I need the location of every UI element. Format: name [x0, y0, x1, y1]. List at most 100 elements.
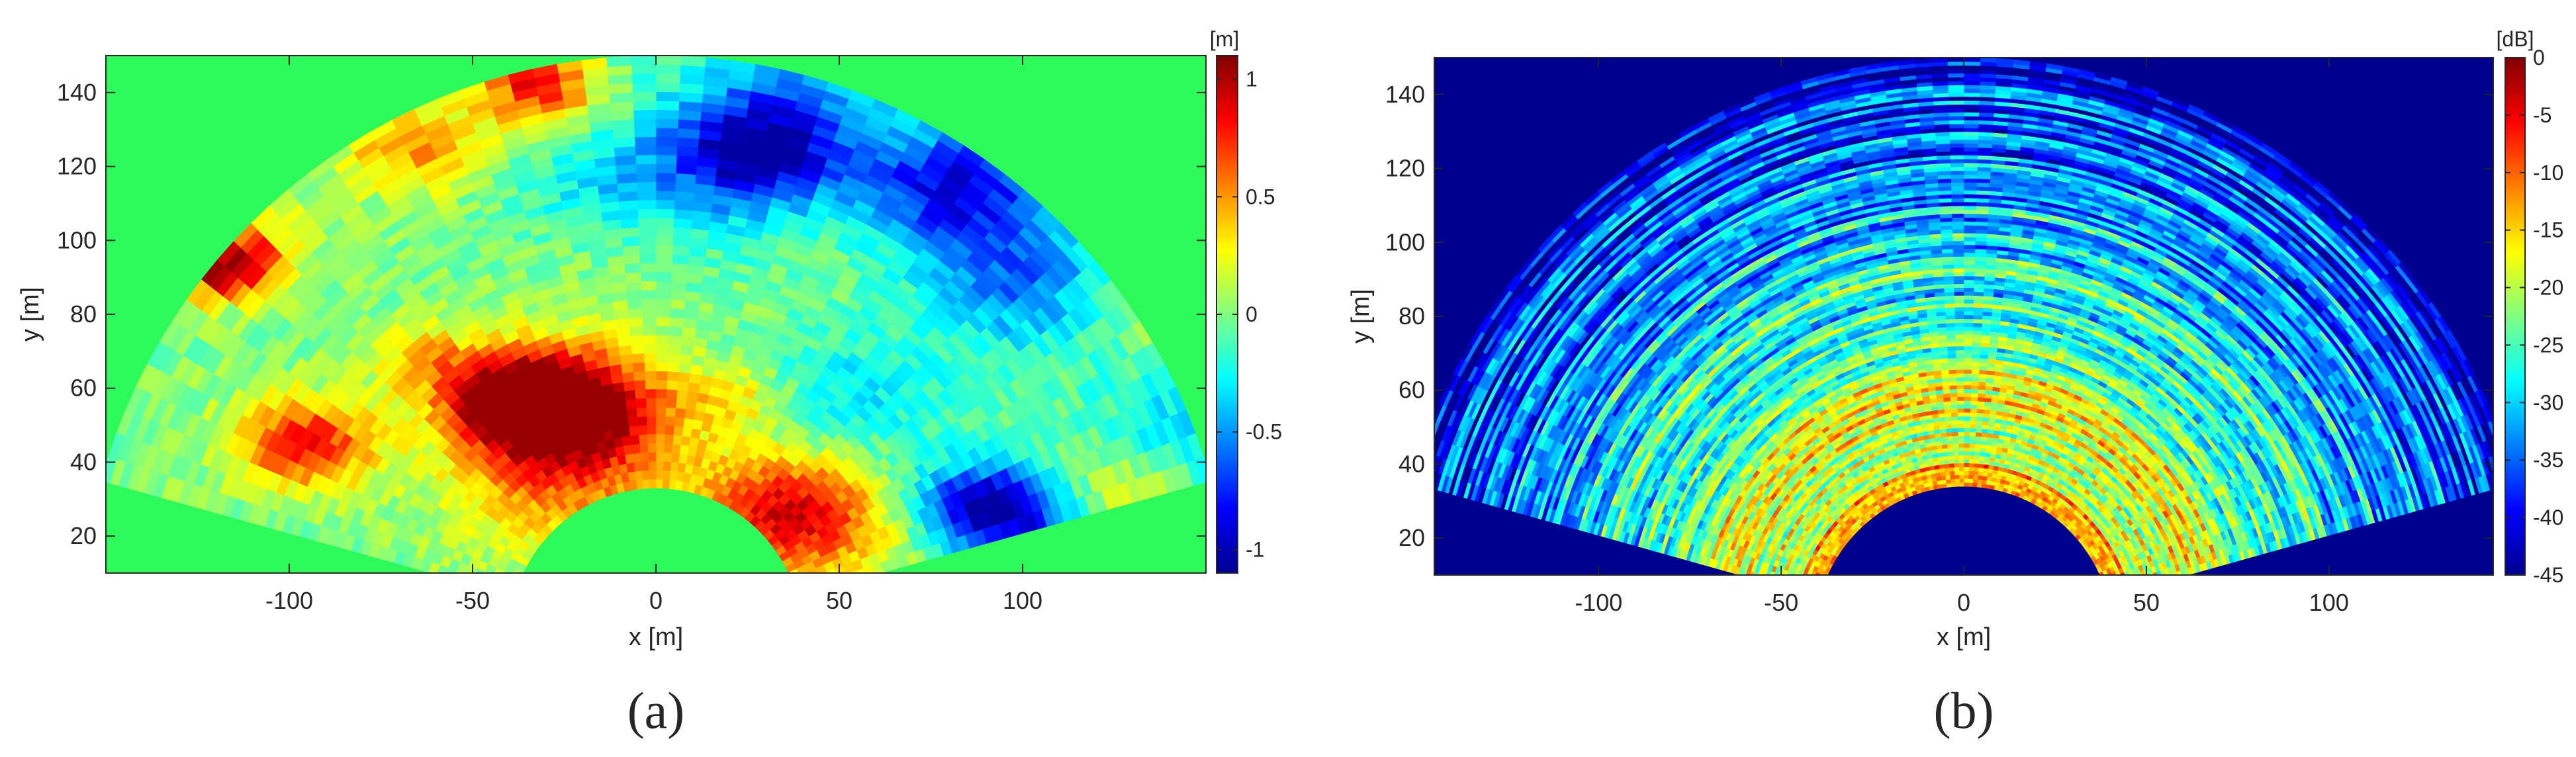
field-cell [623, 254, 639, 264]
field-cell [672, 444, 681, 454]
field-cell [1947, 444, 1953, 448]
field-cell [680, 354, 692, 365]
field-cell [1780, 575, 1786, 582]
field-cell [1970, 408, 1977, 412]
field-cell [1970, 416, 1976, 420]
field-cell [1958, 435, 1964, 439]
field-cell [674, 200, 694, 210]
field-cell [663, 470, 670, 480]
field-cell [1791, 579, 1796, 585]
field-cell [656, 371, 667, 380]
field-cell [1958, 459, 1964, 463]
y-tick-label: 60 [70, 375, 97, 402]
field-cell [680, 435, 690, 445]
field-cell [640, 452, 649, 461]
field-cell [616, 327, 630, 337]
field-cell [1958, 463, 1964, 467]
field-cell [508, 581, 518, 590]
field-cell [1804, 578, 1809, 584]
field-cell [1959, 478, 1964, 482]
field-cell [627, 299, 641, 309]
field-cell [682, 318, 697, 329]
field-cell [1964, 416, 1970, 420]
field-cell [1946, 483, 1951, 488]
field-cell [656, 362, 668, 371]
field-cell [488, 582, 499, 592]
field-cell [2107, 592, 2111, 598]
field-cell [677, 137, 699, 148]
field-cell [656, 137, 677, 146]
field-cell [1800, 577, 1806, 583]
field-cell [2124, 582, 2129, 588]
field-cell [497, 585, 508, 594]
field-cell [670, 299, 684, 309]
field-cell [1975, 440, 1981, 444]
field-cell [649, 479, 656, 488]
field-cell [683, 418, 694, 428]
field-cell [676, 164, 696, 175]
field-cell [1964, 435, 1970, 439]
field-cell [629, 326, 643, 336]
field-cell [2158, 576, 2164, 582]
field-cell [640, 272, 656, 281]
field-cell [1964, 451, 1969, 455]
field-cell [656, 118, 678, 128]
field-cell [668, 344, 681, 354]
field-cell [627, 308, 642, 318]
field-cell [463, 574, 474, 584]
field-cell [794, 581, 804, 590]
field-cell [678, 453, 688, 463]
field-cell [666, 389, 677, 399]
field-cell [642, 317, 656, 326]
field-cell [1957, 400, 1964, 404]
field-cell [1953, 439, 1958, 443]
field-cell [668, 353, 680, 363]
field-cell [1958, 447, 1964, 451]
field-cell [1964, 463, 1969, 467]
field-cell [1955, 478, 1959, 482]
field-cell [632, 83, 656, 92]
field-cell [684, 409, 695, 420]
field-cell [471, 576, 482, 587]
field-cell [656, 218, 674, 227]
field-cell [1816, 578, 1821, 584]
field-cell [630, 435, 639, 445]
field-cell [1768, 577, 1773, 584]
field-cell [649, 461, 656, 470]
field-cell [2107, 582, 2113, 588]
field-cell [667, 362, 679, 372]
field-cell [618, 345, 631, 355]
field-cell [656, 434, 665, 443]
field-cell [629, 425, 639, 435]
field-cell [1959, 467, 1964, 470]
field-cell [1964, 478, 1968, 482]
field-cell [1968, 463, 1974, 467]
x-tick-label: -100 [265, 587, 313, 614]
field-cell [656, 353, 668, 362]
field-cell [606, 56, 631, 67]
field-cell [681, 336, 695, 347]
field-cell [1964, 428, 1970, 432]
field-cell [1814, 586, 1819, 592]
field-cell [676, 399, 687, 409]
field-cell [1964, 439, 1970, 443]
field-cell [510, 575, 521, 584]
field-cell [1964, 431, 1970, 435]
field-cell [614, 309, 628, 320]
field-cell [1974, 451, 1980, 455]
field-cell [672, 236, 690, 246]
field-cell [1970, 404, 1977, 408]
field-cell [1957, 396, 1964, 400]
field-cell [667, 380, 678, 390]
field-cell [611, 110, 634, 120]
field-cell [1948, 455, 1953, 459]
field-cell [624, 263, 641, 273]
field-cell [656, 389, 667, 398]
field-cell [1973, 475, 1978, 479]
field-cell [618, 200, 637, 210]
field-cell [656, 83, 680, 92]
field-cell [656, 272, 672, 281]
field-cell [1970, 428, 1976, 432]
field-cell [1949, 459, 1954, 463]
field-cell [635, 389, 646, 399]
